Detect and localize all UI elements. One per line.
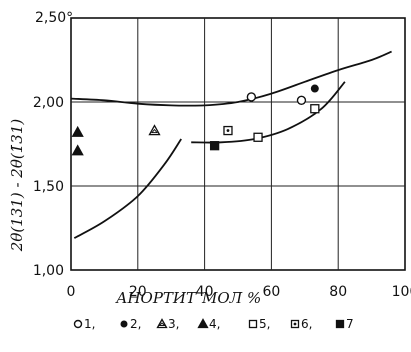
x-tick-label-40: 40 xyxy=(196,284,214,300)
legend-marker-2 xyxy=(120,320,128,328)
point-series-1-2 xyxy=(296,95,307,106)
legend-label-2: 2, xyxy=(130,317,141,331)
point-series-1-1-shape xyxy=(246,92,257,102)
legend: 1, 2, 3, 4, 5, 6, 7 xyxy=(73,317,354,331)
legend-label-1: 1, xyxy=(84,317,95,331)
y-tick-label-1-00: 1,00 xyxy=(33,263,64,279)
legend-label-3: 3, xyxy=(168,317,179,331)
legend-marker-3 xyxy=(156,318,168,329)
data-points xyxy=(71,84,320,156)
legend-label-6: 6, xyxy=(301,317,312,331)
legend-marker-6 xyxy=(290,319,300,329)
point-series-7-1 xyxy=(209,141,220,151)
legend-marker-3-inner xyxy=(158,322,166,326)
curve-2 xyxy=(191,81,346,144)
x-axis-title: АНОРТИТ xyxy=(115,289,197,307)
y-axis-title: 2θ(131) - 2θ(1̄31) xyxy=(8,119,26,253)
plot-frame xyxy=(70,17,406,271)
legend-marker-1-shape xyxy=(73,319,83,329)
y-tick-label-1-50: 1,50 xyxy=(33,179,64,195)
legend-marker-7 xyxy=(335,319,345,329)
legend-marker-4 xyxy=(197,318,209,329)
point-series-6-1 xyxy=(223,125,233,136)
point-series-4-2 xyxy=(71,144,84,156)
x-tick-label-0: 0 xyxy=(67,284,76,300)
point-series-1-1 xyxy=(246,92,257,102)
tick-labels: 0 20 40 60 80 100 1,00 1,50 2,00 2,50° xyxy=(33,10,411,300)
point-series-5-1-shape xyxy=(253,132,263,142)
point-series-3-1-inner xyxy=(151,128,158,134)
legend-marker-6-dot xyxy=(293,322,297,326)
y-tick-label-2-00: 2,00 xyxy=(33,95,64,111)
point-series-4-1 xyxy=(71,125,84,137)
point-series-1-2-shape xyxy=(296,95,307,106)
point-series-4-2-shape xyxy=(71,144,84,156)
point-series-5-2 xyxy=(310,104,320,114)
legend-marker-4-shape xyxy=(197,318,209,329)
point-series-5-1 xyxy=(253,132,263,142)
legend-label-5: 5, xyxy=(259,317,270,331)
point-series-5-2-shape xyxy=(310,104,320,114)
legend-marker-1 xyxy=(73,319,83,329)
y-tick-label-top: 2,50° xyxy=(35,10,73,26)
trend-curves xyxy=(70,50,392,239)
point-series-3-1 xyxy=(148,124,161,136)
legend-marker-5 xyxy=(248,319,258,329)
x-tick-label-60: 60 xyxy=(262,284,280,300)
point-series-2-1-shape xyxy=(310,84,319,93)
curve-1 xyxy=(70,50,392,107)
point-series-4-1-shape xyxy=(71,125,84,137)
legend-marker-2-shape xyxy=(120,320,128,328)
x-tick-label-80: 80 xyxy=(329,284,347,300)
x-tick-label-20: 20 xyxy=(129,284,147,300)
curve-3 xyxy=(73,138,182,239)
x-tick-label-100: 100 xyxy=(392,284,411,300)
x-axis-unit: МОЛ % xyxy=(201,289,261,307)
point-series-7-1-shape xyxy=(209,141,220,151)
legend-label-4: 4, xyxy=(209,317,220,331)
legend-label-7: 7 xyxy=(346,317,354,331)
legend-marker-5-shape xyxy=(248,319,258,329)
legend-marker-7-shape xyxy=(335,319,345,329)
grid xyxy=(70,17,406,271)
point-series-6-1-dot xyxy=(226,129,230,132)
point-series-2-1 xyxy=(310,84,319,93)
